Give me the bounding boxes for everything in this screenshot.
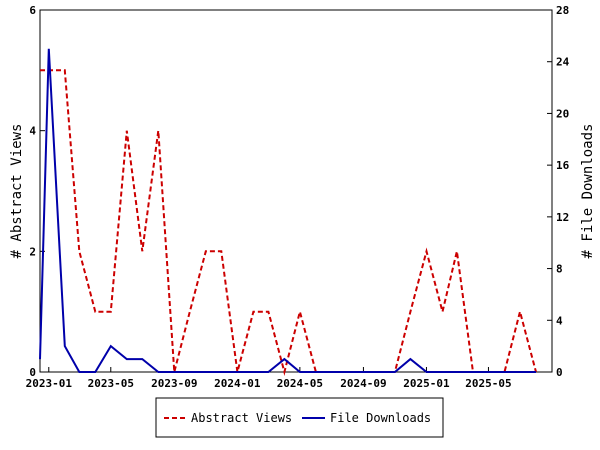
right-tick-label: 8 bbox=[556, 263, 563, 276]
plot-border bbox=[39, 9, 553, 373]
x-tick-label: 2023-05 bbox=[88, 377, 134, 390]
legend-label-abstract-views: Abstract Views bbox=[191, 411, 292, 425]
right-tick-label: 28 bbox=[556, 4, 569, 17]
left-tick-label: 6 bbox=[29, 4, 36, 17]
left-tick-label: 0 bbox=[29, 366, 36, 379]
x-tick-label: 2025-05 bbox=[465, 377, 511, 390]
left-axis-title: # Abstract Views bbox=[9, 124, 25, 259]
right-y-axis: 0 4 8 12 16 20 24 28 bbox=[547, 4, 570, 379]
x-axis: 2023-01 2023-05 2023-09 2024-01 2024-05 2024-… bbox=[26, 367, 512, 390]
series-line-abstract-views bbox=[40, 69, 537, 376]
left-tick-label: 2 bbox=[29, 245, 36, 258]
series-line-file-downloads bbox=[39, 48, 536, 373]
right-tick-label: 16 bbox=[556, 159, 570, 172]
right-tick-label: 24 bbox=[556, 56, 570, 69]
x-tick-label: 2024-09 bbox=[340, 377, 386, 390]
legend-label-file-downloads: File Downloads bbox=[330, 411, 431, 425]
legend: Abstract Views File Downloads bbox=[155, 397, 444, 438]
x-tick-label: 2024-05 bbox=[277, 377, 323, 390]
legend-box bbox=[155, 397, 444, 438]
x-tick-label: 2023-01 bbox=[26, 377, 73, 390]
series-layer bbox=[39, 48, 537, 376]
right-tick-label: 12 bbox=[556, 211, 569, 224]
right-tick-label: 4 bbox=[556, 314, 563, 327]
left-tick-label: 4 bbox=[29, 125, 36, 138]
x-tick-label: 2025-01 bbox=[403, 377, 450, 390]
right-tick-label: 0 bbox=[556, 366, 563, 379]
right-tick-label: 20 bbox=[556, 107, 569, 120]
x-tick-label: 2024-01 bbox=[214, 377, 261, 390]
x-tick-label: 2023-09 bbox=[151, 377, 197, 390]
plot-area bbox=[39, 9, 553, 373]
right-axis-title: # File Downloads bbox=[580, 124, 596, 259]
left-y-axis: 0 2 4 6 bbox=[29, 4, 45, 379]
